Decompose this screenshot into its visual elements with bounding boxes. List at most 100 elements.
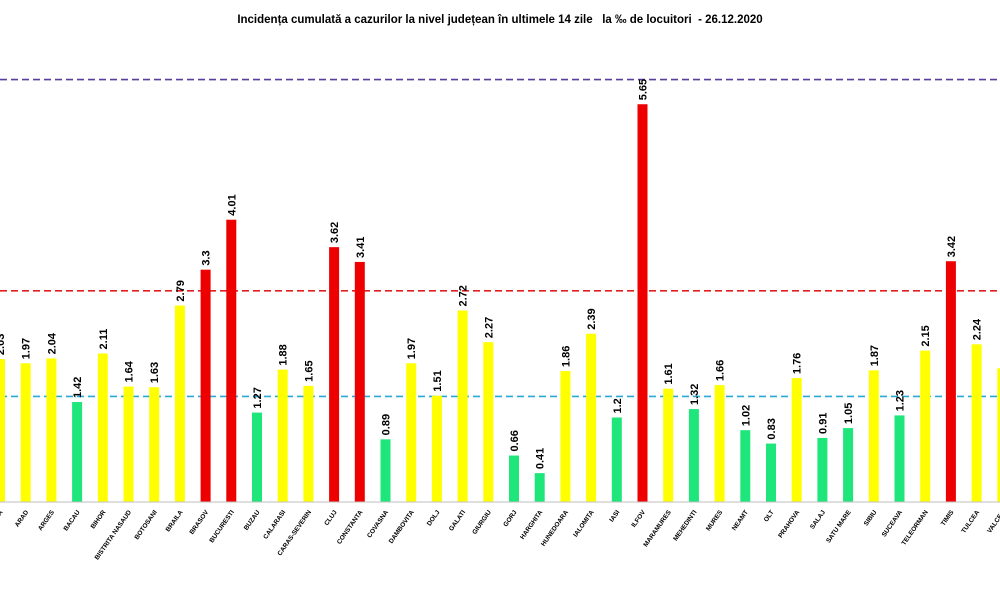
bar (354, 261, 365, 502)
bar (123, 386, 134, 502)
value-label: 1.02 (740, 405, 752, 426)
value-label: 3.42 (946, 236, 958, 257)
category-label: TULCEA (960, 509, 981, 535)
bar (329, 247, 340, 502)
bar (843, 428, 854, 502)
bar (0, 359, 5, 502)
value-label: 5.65 (638, 79, 650, 100)
bar (406, 363, 417, 502)
value-label: 2.39 (586, 308, 598, 329)
category-label: ARAD (14, 509, 31, 529)
category-label: IASI (608, 509, 621, 524)
value-label: 2.72 (458, 285, 470, 306)
bar (457, 310, 468, 502)
category-label: PRAHOVA (777, 509, 801, 539)
bar (791, 378, 802, 502)
category-label: GORJ (502, 509, 519, 528)
bar (714, 385, 725, 502)
value-label: 1.64 (124, 360, 136, 382)
bar (637, 104, 648, 503)
bar (226, 219, 237, 503)
value-label: 2.11 (98, 329, 110, 350)
category-label: SIBIU (863, 509, 879, 527)
category-label: SATU MARE (825, 509, 853, 545)
value-label: 4.01 (226, 194, 238, 215)
value-label: 1.2 (612, 398, 624, 413)
bar (586, 333, 597, 502)
bar (149, 387, 160, 502)
bar (611, 417, 622, 502)
value-label: 1.97 (406, 338, 418, 359)
value-label: 1.42 (72, 377, 84, 398)
category-label: ILFOV (630, 509, 647, 529)
category-label: BUZAU (243, 509, 262, 532)
bar (740, 430, 751, 502)
value-label: 0.66 (509, 430, 521, 451)
bar (971, 344, 982, 502)
value-label: 1.88 (278, 344, 290, 365)
bar (97, 353, 108, 502)
category-label: GALATI (448, 509, 467, 533)
bars (0, 104, 1000, 503)
bar (277, 369, 288, 502)
value-label: 1.66 (715, 360, 727, 381)
category-label: DOLJ (426, 509, 442, 528)
bar (252, 412, 262, 502)
category-label: MURES (705, 509, 725, 533)
value-label: 1.23 (895, 390, 907, 411)
category-label: SALAJ (809, 509, 827, 531)
category-label: BACAU (63, 509, 82, 532)
value-label: 1.65 (303, 360, 315, 381)
category-label: DAMBOVITA (388, 509, 416, 545)
category-label: IALOMITA (572, 509, 596, 539)
category-label: COVASNA (366, 509, 390, 539)
category-label: MARAMURES (642, 509, 673, 549)
value-label: 2.03 (0, 334, 7, 355)
value-label: 2.15 (920, 325, 932, 346)
value-label: 0.91 (817, 413, 829, 434)
value-labels: 2.03 1.97 2.04 1.42 2.11 1.64 1.63 2.79 3.3 4.01 1… (0, 79, 984, 469)
category-label: BUCURESTI (208, 509, 236, 544)
bar (663, 388, 674, 502)
value-label: 1.32 (689, 384, 701, 405)
value-label: 1.87 (869, 345, 881, 366)
value-label: 0.83 (766, 418, 778, 439)
value-label: 1.86 (560, 346, 572, 367)
bar (894, 415, 905, 502)
bar (380, 439, 391, 502)
bar (688, 409, 699, 502)
bar (303, 385, 314, 502)
category-label: ALBA (0, 509, 5, 528)
bar (945, 261, 956, 502)
category-label: NEAMT (731, 509, 750, 532)
value-label: 1.61 (663, 363, 675, 384)
bar (20, 363, 31, 502)
value-label: 0.41 (535, 448, 547, 469)
category-label: BRASOV (189, 509, 211, 536)
value-label: 2.27 (483, 317, 495, 338)
value-label: 1.05 (843, 403, 855, 424)
bar (560, 371, 571, 502)
value-label: 3.3 (201, 250, 213, 265)
value-label: 1.27 (252, 387, 264, 408)
category-label: SUCEAVA (881, 509, 905, 539)
bar (868, 370, 879, 502)
value-label: 2.24 (972, 318, 984, 340)
value-label: 3.41 (355, 237, 367, 258)
category-label: VALCEA (986, 509, 1000, 535)
bar (920, 350, 931, 502)
category-label: HUNEDOARA (540, 509, 570, 548)
bar (817, 437, 828, 502)
value-label: 3.62 (329, 222, 341, 243)
value-label: 2.04 (46, 332, 58, 354)
value-label: 1.63 (149, 362, 161, 383)
category-label: BOTOSANI (133, 509, 158, 541)
category-label: CALARASI (262, 509, 287, 541)
bar (766, 443, 776, 502)
value-label: 1.97 (21, 338, 33, 359)
chart-title: Incidența cumulată a cazurilor la nivel … (237, 14, 763, 26)
bar (174, 305, 185, 502)
bar (534, 473, 545, 502)
bar (200, 269, 211, 502)
